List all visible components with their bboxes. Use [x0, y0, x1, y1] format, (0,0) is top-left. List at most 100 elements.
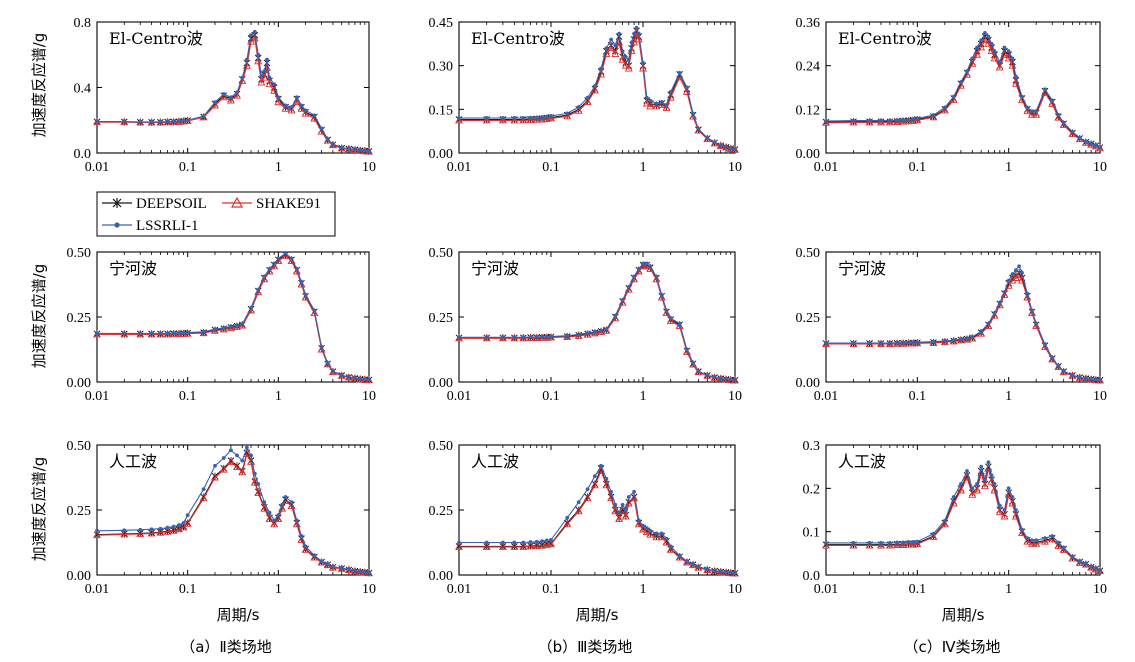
y-tick-label: 0.3: [803, 439, 821, 454]
point-shake91: [995, 63, 1004, 71]
point-lssrli: [240, 75, 245, 80]
point-lssrli: [221, 92, 226, 96]
point-lssrli: [362, 148, 367, 153]
point-lssrli: [626, 57, 631, 62]
point-lssrli: [712, 568, 717, 573]
point-lssrli: [1093, 143, 1098, 148]
point-shake91: [455, 542, 463, 550]
point-lssrli: [626, 285, 631, 289]
point-shake91: [973, 486, 981, 494]
point-lssrli: [272, 518, 277, 523]
point-shake91: [940, 105, 949, 114]
point-shake91: [254, 287, 263, 296]
point-shake91: [482, 115, 491, 124]
point-lssrli: [181, 330, 186, 335]
point-shake91: [219, 92, 228, 101]
point-lssrli: [565, 333, 570, 338]
point-shake91: [621, 61, 630, 69]
series-line-lssrli: [826, 265, 1101, 381]
chart-panel-r2-c3: 0.01 0.1 1 10 0.00 0.25 0.50 宁河波: [796, 246, 1108, 404]
point-shake91: [254, 488, 263, 497]
point-shake91: [542, 114, 551, 122]
point-lssrli: [176, 119, 181, 123]
point-lssrli: [165, 119, 170, 124]
point-lssrli: [585, 95, 590, 100]
point-shake91: [260, 274, 269, 283]
point-lssrli: [879, 541, 883, 545]
point-lssrli: [867, 118, 872, 123]
point-lssrli: [664, 308, 669, 313]
point-shake91: [532, 115, 541, 123]
point-shake91: [538, 541, 547, 549]
point-lssrli: [565, 111, 570, 116]
point-shake91: [1041, 537, 1049, 545]
point-lssrli: [500, 116, 505, 120]
point-lssrli: [256, 52, 261, 57]
point-lssrli: [1083, 561, 1088, 566]
point-shake91: [574, 506, 583, 515]
chart-panel-r3-c2: 0.01 0.1 1 10 0.00 0.25 0.50 人工波: [429, 439, 743, 597]
point-lssrli: [906, 117, 911, 122]
point-shake91: [590, 328, 599, 337]
point-shake91: [260, 504, 269, 512]
point-lssrli: [970, 56, 975, 61]
point-lssrli: [895, 118, 899, 123]
point-lssrli: [906, 540, 911, 544]
point-shake91: [657, 293, 666, 301]
point-lssrli: [636, 31, 641, 36]
point-lssrli: [1030, 109, 1034, 114]
point-lssrli: [265, 57, 269, 62]
point-lssrli: [1077, 559, 1082, 564]
point-lssrli: [712, 375, 717, 380]
point-lssrli: [1083, 139, 1088, 144]
point-shake91: [281, 251, 290, 259]
point-lssrli: [331, 369, 335, 373]
point-lssrli: [171, 119, 176, 124]
x-tick-label: 0.1: [542, 389, 560, 404]
point-lssrli: [549, 114, 553, 118]
point-lssrli: [346, 567, 351, 572]
point-shake91: [250, 33, 259, 42]
point-shake91: [265, 79, 274, 88]
point-shake91: [689, 360, 698, 368]
point-shake91: [909, 116, 918, 124]
point-lssrli: [724, 144, 728, 149]
point-lssrli: [1083, 376, 1088, 381]
point-lssrli: [585, 487, 590, 492]
point-lssrli: [641, 60, 645, 65]
x-tick-label: 0.01: [814, 389, 839, 404]
point-lssrli: [299, 103, 304, 108]
point-lssrli: [599, 463, 603, 468]
point-shake91: [634, 519, 643, 528]
chart-panel-r1-c2: 0.01 0.1 1 10 0.00 0.15 0.30 0.45 El-Centro波: [429, 16, 743, 175]
point-lssrli: [696, 564, 701, 569]
point-shake91: [657, 532, 666, 541]
point-lssrli: [959, 482, 963, 486]
point-shake91: [226, 323, 235, 332]
point-lssrli: [272, 82, 277, 87]
point-lssrli: [540, 115, 544, 120]
point-shake91: [590, 85, 599, 94]
point-shake91: [666, 545, 675, 553]
x-tick-label: 10: [362, 389, 376, 404]
point-lssrli: [362, 377, 367, 382]
x-tick-label: 1: [275, 582, 282, 597]
point-lssrli: [1034, 538, 1039, 543]
point-lssrli: [613, 502, 618, 507]
point-lssrli: [158, 331, 163, 336]
point-lssrli: [1010, 272, 1015, 276]
point-lssrli: [171, 331, 176, 336]
point-lssrli: [319, 345, 324, 349]
point-shake91: [981, 481, 989, 490]
point-lssrli: [705, 373, 710, 378]
point-lssrli: [283, 495, 288, 499]
point-lssrli: [276, 513, 281, 518]
point-shake91: [281, 104, 290, 112]
point-lssrli: [312, 308, 317, 313]
point-lssrli: [249, 306, 253, 310]
point-shake91: [526, 541, 535, 550]
point-lssrli: [632, 489, 636, 494]
legend-box: [96, 191, 336, 237]
point-lssrli: [895, 340, 899, 345]
point-lssrli: [1043, 536, 1047, 541]
